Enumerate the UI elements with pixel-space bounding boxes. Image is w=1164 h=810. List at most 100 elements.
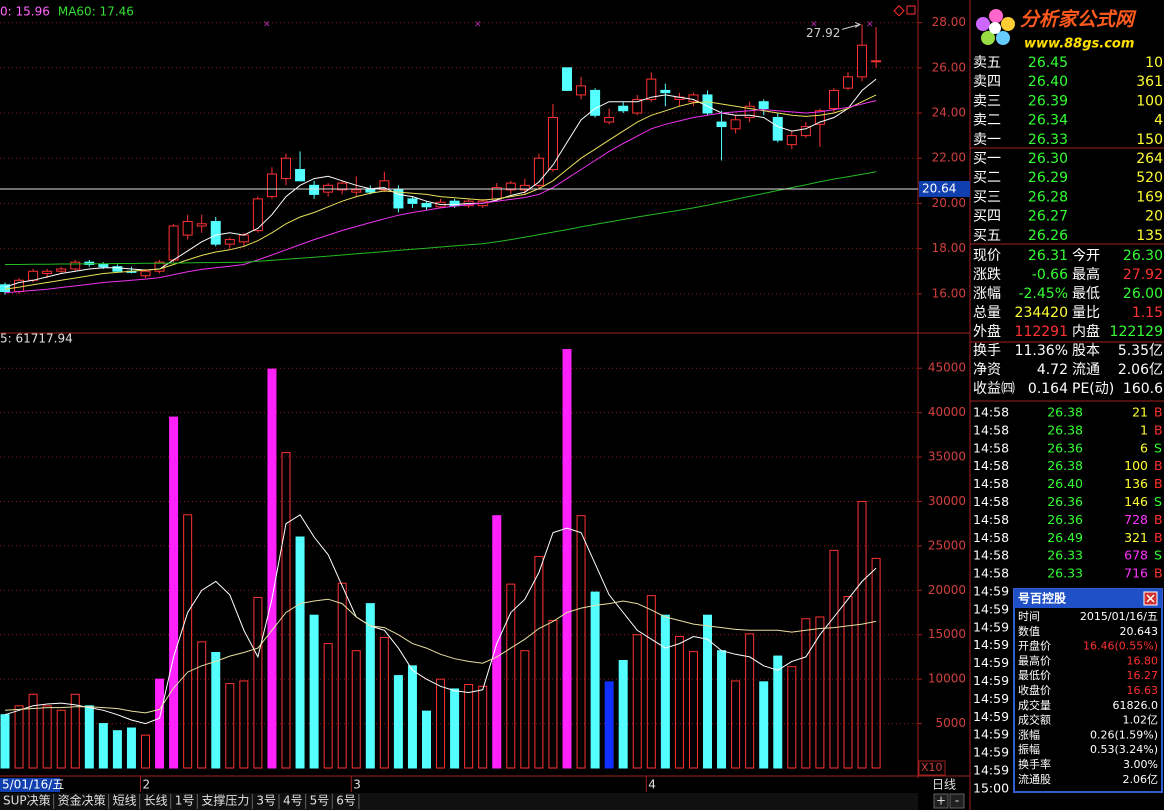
y-tick-label: 16.00 bbox=[932, 286, 966, 300]
ma-line bbox=[5, 171, 877, 265]
tab[interactable]: SUP决策 bbox=[3, 794, 55, 810]
cell: 21 bbox=[1132, 405, 1148, 420]
volume-bar bbox=[98, 723, 108, 769]
volume-bar bbox=[871, 557, 881, 769]
tab-label: 短线 bbox=[113, 794, 137, 808]
marker: × bbox=[866, 20, 874, 30]
tab[interactable]: 5号 bbox=[310, 794, 333, 810]
volume-bar bbox=[365, 603, 375, 769]
popup-cell: 收盘价 bbox=[1018, 683, 1051, 697]
tab[interactable]: 6号 bbox=[336, 794, 360, 810]
y-tick-label: 15000 bbox=[928, 627, 966, 641]
candle-body bbox=[210, 221, 221, 245]
popup-cell: 2.06亿 bbox=[1123, 773, 1159, 786]
volume-bar bbox=[295, 536, 305, 769]
zoom-button[interactable]: + bbox=[933, 793, 949, 809]
popup-titlebar bbox=[1014, 589, 1162, 608]
popup-cell: 最高价 bbox=[1018, 653, 1051, 667]
candle-body bbox=[295, 169, 306, 182]
popup-cell: 20.643 bbox=[1120, 625, 1159, 638]
candle-body bbox=[28, 270, 39, 281]
cell: 买五 bbox=[973, 228, 1001, 244]
cell: 26.34 bbox=[1028, 113, 1068, 129]
volume-bar bbox=[703, 614, 712, 769]
box-icon[interactable] bbox=[906, 5, 916, 15]
tab-label: 6号 bbox=[336, 794, 356, 808]
unit-box bbox=[918, 760, 946, 776]
zoom-button[interactable]: - bbox=[949, 793, 965, 809]
candle-body bbox=[716, 121, 727, 128]
cell: 26.28 bbox=[1028, 189, 1068, 205]
cell: 361 bbox=[1136, 74, 1163, 90]
y-tick-label: 5000 bbox=[935, 716, 966, 730]
cell: 卖五 bbox=[973, 55, 1001, 71]
volume-bar bbox=[843, 596, 853, 769]
candle-body bbox=[814, 110, 825, 125]
logo-icon bbox=[976, 9, 1015, 45]
candle-body bbox=[660, 89, 671, 94]
cell: 14:58 bbox=[973, 494, 1009, 509]
volume-bar bbox=[42, 705, 52, 769]
candle-body bbox=[576, 85, 587, 96]
tab-label: 1号 bbox=[175, 794, 195, 808]
cell: 678 bbox=[1124, 548, 1148, 563]
unit-label: X10 bbox=[921, 761, 943, 774]
cell: 流通 bbox=[1072, 362, 1100, 378]
cell: 26.33 bbox=[1047, 548, 1083, 563]
cell: 26.39 bbox=[1028, 93, 1068, 109]
candle-body bbox=[168, 225, 179, 261]
tab[interactable]: 4号 bbox=[283, 794, 307, 810]
cell: 现价 bbox=[973, 248, 1001, 264]
candle-body bbox=[730, 119, 741, 130]
volume-bar bbox=[436, 678, 446, 769]
candle-body bbox=[758, 101, 769, 109]
volume-bar bbox=[323, 643, 333, 769]
candle-body bbox=[238, 234, 249, 243]
cell: 14:58 bbox=[973, 530, 1009, 545]
candle-body bbox=[519, 184, 530, 191]
cell: 14:59 bbox=[973, 745, 1009, 760]
volume-bar bbox=[562, 349, 572, 769]
cell: 买二 bbox=[973, 170, 1001, 186]
zoom-box bbox=[949, 793, 965, 809]
cursor-price-box bbox=[919, 180, 970, 197]
candle-body bbox=[112, 266, 123, 272]
candle-body bbox=[407, 198, 418, 204]
volume-bar bbox=[84, 705, 94, 769]
tab[interactable]: 资金决策 bbox=[58, 793, 110, 810]
volume-bar bbox=[731, 680, 741, 769]
candle-body bbox=[266, 173, 277, 198]
cell: 净资 bbox=[973, 362, 1001, 378]
candle-body bbox=[632, 98, 643, 114]
tab-bar bbox=[0, 793, 918, 810]
volume-bar bbox=[351, 650, 361, 769]
volume-bar bbox=[829, 549, 839, 769]
popup-cell: 开盘价 bbox=[1018, 639, 1051, 653]
tab[interactable]: 短线 bbox=[113, 794, 141, 810]
popup-cell: 16.63 bbox=[1127, 684, 1159, 697]
period-label: 日线 bbox=[932, 778, 956, 792]
tab-label: 3号 bbox=[256, 794, 276, 808]
tab[interactable]: 支撑压力 bbox=[201, 793, 253, 810]
candle-body bbox=[702, 94, 713, 114]
cell: B bbox=[1154, 512, 1163, 527]
popup-cell: 1.02亿 bbox=[1123, 714, 1159, 727]
volume-bar bbox=[70, 693, 80, 769]
volume-bar bbox=[492, 515, 502, 769]
cell: 135 bbox=[1136, 228, 1163, 244]
marker: × bbox=[810, 20, 818, 30]
close-button[interactable] bbox=[1143, 591, 1158, 606]
cell: 26.27 bbox=[1028, 209, 1068, 225]
tab[interactable]: 1号 bbox=[175, 794, 198, 810]
y-tick-label: 40000 bbox=[928, 405, 966, 419]
cell: 换手 bbox=[973, 342, 1001, 359]
popup-cell: 成交额 bbox=[1018, 713, 1051, 727]
cursor-price: 20.64 bbox=[922, 181, 956, 195]
volume-bar bbox=[548, 620, 558, 769]
volume-bar bbox=[197, 641, 207, 769]
cell: 26.38 bbox=[1047, 405, 1083, 420]
tab[interactable]: 长线 bbox=[144, 794, 172, 810]
tab[interactable]: 3号 bbox=[256, 794, 280, 810]
volume-bar bbox=[450, 688, 460, 769]
candle-body bbox=[843, 76, 853, 89]
